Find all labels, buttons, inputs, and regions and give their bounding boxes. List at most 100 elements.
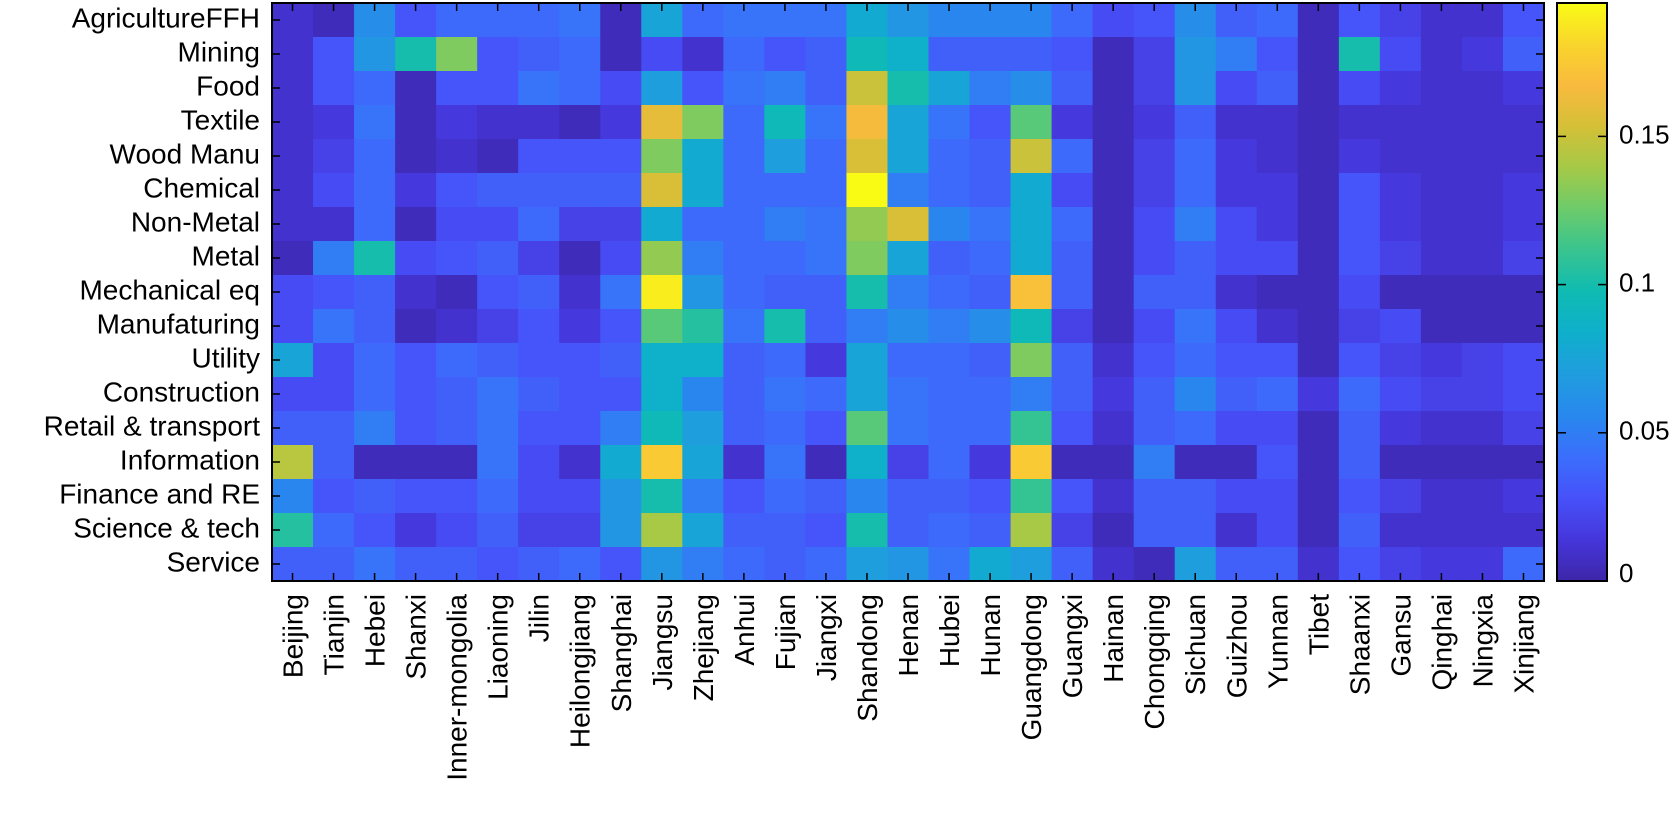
heatmap-cell bbox=[641, 513, 683, 548]
heatmap-cell bbox=[1010, 275, 1053, 310]
heatmap-cell bbox=[600, 241, 642, 276]
heatmap-cell bbox=[1010, 445, 1053, 480]
heatmap-cell bbox=[1297, 241, 1340, 276]
heatmap-cell bbox=[1215, 275, 1258, 310]
heatmap-cell bbox=[1338, 207, 1381, 242]
heatmap-cell bbox=[518, 173, 560, 208]
heatmap-cell bbox=[1174, 513, 1217, 548]
heatmap-cell bbox=[723, 411, 765, 446]
heatmap-cell bbox=[518, 275, 560, 310]
heatmap-cell bbox=[1461, 377, 1504, 412]
heatmap-cell bbox=[1174, 309, 1217, 344]
heatmap-cell bbox=[1092, 241, 1135, 276]
heatmap-cell bbox=[641, 71, 683, 106]
heatmap-cell bbox=[641, 309, 683, 344]
heatmap-cell bbox=[1051, 105, 1094, 140]
column-ticks bbox=[291, 3, 1525, 581]
heatmap-cell bbox=[928, 139, 971, 174]
heatmap-cell bbox=[1174, 479, 1217, 514]
heatmap-cell bbox=[805, 513, 848, 548]
heatmap-cell bbox=[887, 275, 930, 310]
heatmap-cell bbox=[1174, 173, 1217, 208]
column-label: Fujian bbox=[770, 594, 801, 670]
heatmap-cell bbox=[846, 173, 889, 208]
heatmap-cell bbox=[1010, 377, 1053, 412]
heatmap-cell bbox=[1379, 445, 1422, 480]
column-label: Guizhou bbox=[1221, 594, 1252, 698]
heatmap-cell bbox=[1174, 37, 1217, 72]
heatmap-cell bbox=[1297, 479, 1340, 514]
heatmap-cell bbox=[600, 309, 642, 344]
column-label: Shandong bbox=[852, 594, 883, 722]
heatmap-cell bbox=[1174, 207, 1217, 242]
heatmap-cell bbox=[1051, 377, 1094, 412]
heatmap-cell bbox=[559, 479, 601, 514]
heatmap-cells bbox=[272, 3, 1545, 582]
heatmap-cell bbox=[600, 139, 642, 174]
heatmap-cell bbox=[1010, 207, 1053, 242]
heatmap-cell bbox=[887, 241, 930, 276]
heatmap-cell bbox=[477, 241, 519, 276]
heatmap-cell bbox=[313, 479, 355, 514]
heatmap-cell bbox=[1256, 411, 1299, 446]
heatmap-cell bbox=[1461, 71, 1504, 106]
heatmap-cell bbox=[518, 71, 560, 106]
heatmap-cell bbox=[764, 309, 807, 344]
heatmap-cell bbox=[969, 377, 1012, 412]
heatmap-cell bbox=[723, 241, 765, 276]
column-label: Shanghai bbox=[606, 594, 637, 712]
column-label: Qinghai bbox=[1426, 594, 1457, 691]
heatmap-cell bbox=[1133, 71, 1176, 106]
heatmap-cell bbox=[682, 71, 724, 106]
heatmap-cell bbox=[764, 445, 807, 480]
heatmap-cell bbox=[723, 343, 765, 378]
heatmap-cell bbox=[928, 513, 971, 548]
heatmap-cell bbox=[805, 343, 848, 378]
heatmap-cell bbox=[477, 309, 519, 344]
heatmap-cell bbox=[313, 105, 355, 140]
heatmap-cell bbox=[764, 105, 807, 140]
heatmap-cell bbox=[1133, 105, 1176, 140]
heatmap-cell bbox=[1256, 105, 1299, 140]
heatmap-cell bbox=[1461, 37, 1504, 72]
column-label: Tianjin bbox=[319, 594, 350, 675]
heatmap-cell bbox=[1338, 513, 1381, 548]
heatmap-cell bbox=[1051, 513, 1094, 548]
colorbar-tick-label: 0.1 bbox=[1619, 267, 1655, 297]
heatmap-cell bbox=[395, 71, 437, 106]
heatmap-cell bbox=[1461, 105, 1504, 140]
heatmap-cell bbox=[313, 173, 355, 208]
heatmap-cell bbox=[1379, 139, 1422, 174]
heatmap-cell bbox=[1133, 445, 1176, 480]
heatmap-cell bbox=[764, 377, 807, 412]
heatmap-cell bbox=[354, 411, 396, 446]
heatmap-cell bbox=[436, 411, 478, 446]
heatmap-cell bbox=[1420, 241, 1463, 276]
heatmap-cell bbox=[887, 309, 930, 344]
heatmap-cell bbox=[969, 37, 1012, 72]
heatmap-cell bbox=[969, 343, 1012, 378]
heatmap-cell bbox=[928, 105, 971, 140]
column-label: Tibet bbox=[1303, 594, 1334, 655]
heatmap-cell bbox=[682, 343, 724, 378]
heatmap-cell bbox=[559, 37, 601, 72]
heatmap-cell bbox=[1133, 241, 1176, 276]
column-label: Shanxi bbox=[401, 594, 432, 680]
heatmap-cell bbox=[1215, 343, 1258, 378]
heatmap-cell bbox=[559, 173, 601, 208]
heatmap-cell bbox=[682, 309, 724, 344]
heatmap-cell bbox=[395, 275, 437, 310]
row-label: Retail & transport bbox=[44, 410, 261, 441]
heatmap-cell bbox=[518, 139, 560, 174]
heatmap-cell bbox=[518, 411, 560, 446]
heatmap-cell bbox=[928, 241, 971, 276]
heatmap-cell bbox=[887, 513, 930, 548]
heatmap-cell bbox=[395, 241, 437, 276]
heatmap-cell bbox=[846, 411, 889, 446]
column-label: Jiangxi bbox=[811, 594, 842, 681]
heatmap-cell bbox=[395, 207, 437, 242]
heatmap-cell bbox=[1133, 173, 1176, 208]
heatmap-cell bbox=[354, 207, 396, 242]
heatmap-cell bbox=[600, 105, 642, 140]
